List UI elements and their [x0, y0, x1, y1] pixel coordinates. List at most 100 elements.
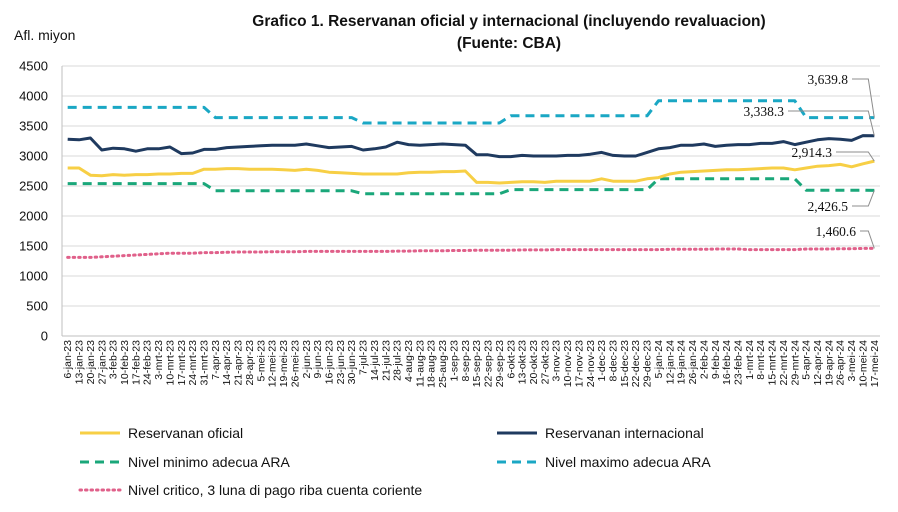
x-tick-label: 20-okt-23 — [528, 340, 540, 385]
series-lines — [66, 99, 876, 259]
x-tick-label: 22-sep-23 — [483, 340, 495, 387]
end-value-label: 3,338.3 — [744, 104, 785, 119]
x-tick-label: 23-feb-24 — [732, 340, 744, 385]
x-tick-label: 1-dec-23 — [596, 340, 608, 382]
x-tick-label: 22-dec-23 — [630, 340, 642, 387]
chart-title-line2: (Fuente: CBA) — [457, 35, 561, 52]
y-tick-label: 2500 — [19, 179, 48, 194]
x-tick-label: 1-sep-23 — [448, 340, 460, 382]
x-tick-label: 27-okt-23 — [539, 340, 551, 385]
x-tick-label: 8-sep-23 — [460, 340, 472, 382]
series-line-reservanan-oficial — [67, 159, 875, 185]
x-tick-label: 26-jan-24 — [687, 340, 699, 385]
end-label-leader — [852, 190, 875, 207]
y-tick-label: 2000 — [19, 209, 48, 224]
end-value-label: 3,639.8 — [808, 72, 849, 87]
legend-entry-label: Reservanan oficial — [128, 425, 243, 441]
x-tick-label: 5-jan-24 — [653, 340, 665, 379]
end-label-leader — [836, 151, 875, 162]
y-tick-label: 3500 — [19, 119, 48, 134]
x-tick-label: 12-mei-23 — [267, 340, 279, 387]
x-tick-label: 3-feb-23 — [108, 340, 120, 379]
end-label-leader — [788, 110, 875, 136]
x-tick-label: 24-feb-23 — [142, 340, 154, 385]
x-tick-label: 6-okt-23 — [505, 340, 517, 379]
x-tick-label: 14-apr-23 — [221, 340, 233, 386]
x-tick-label: 3-mei-24 — [846, 340, 858, 382]
x-tick-label: 18-aug-23 — [426, 340, 438, 388]
x-tick-label: 17-mrt-23 — [176, 340, 188, 386]
y-tick-label: 1000 — [19, 269, 48, 284]
x-tick-label: 17-nov-23 — [573, 340, 585, 387]
x-tick-label: 12-apr-24 — [812, 340, 824, 386]
x-tick-label: 4-aug-23 — [403, 340, 415, 382]
x-tick-label: 16-feb-24 — [721, 340, 733, 385]
x-tick-label: 25-aug-23 — [437, 340, 449, 388]
x-tick-label: 8-mrt-24 — [755, 340, 767, 380]
series-line-reservanan-internacional — [67, 134, 875, 159]
x-tick-label: 22-mrt-24 — [778, 340, 790, 386]
x-tick-label: 7-jul-23 — [358, 340, 370, 375]
x-tick-label: 17-feb-23 — [130, 340, 142, 385]
x-tick-label: 13-jan-23 — [74, 340, 86, 385]
x-tick-label: 19-mei-23 — [278, 340, 290, 387]
x-tick-label: 9-feb-24 — [710, 340, 722, 379]
x-tick-label: 24-mrt-23 — [187, 340, 199, 386]
x-tick-label: 8-dec-23 — [608, 340, 620, 382]
series-line-nivel-critico-3-luna-di-pago-riba-cuenta-coriente — [66, 246, 876, 259]
x-tick-label: 30-jun-23 — [346, 340, 358, 385]
x-tick-label: 21-apr-23 — [233, 340, 245, 386]
x-tick-label: 26-apr-24 — [835, 340, 847, 386]
x-tick-label: 2-jun-23 — [301, 340, 313, 379]
x-tick-label: 21-jul-23 — [380, 340, 392, 381]
end-value-label: 2,426.5 — [808, 199, 849, 214]
x-tick-label: 10-mrt-23 — [164, 340, 176, 386]
y-tick-label: 0 — [41, 329, 48, 344]
x-tick-label: 10-nov-23 — [562, 340, 574, 387]
x-tick-label: 7-apr-23 — [210, 340, 222, 380]
x-tick-label: 29-mrt-24 — [789, 340, 801, 386]
x-tick-label: 29-sep-23 — [494, 340, 506, 387]
series-line-nivel-maximo-adecua-ara — [67, 99, 875, 125]
x-axis-ticks: 6-jan-23 13-jan-23 20-jan-23 27-jan-23 3-feb… — [62, 340, 881, 388]
end-value-label: 1,460.6 — [816, 224, 857, 239]
y-tick-label: 1500 — [19, 239, 48, 254]
x-tick-label: 24-nov-23 — [585, 340, 597, 387]
x-tick-label: 19-jan-24 — [676, 340, 688, 385]
y-tick-label: 3000 — [19, 149, 48, 164]
series-line-nivel-minimo-adecua-ara — [67, 177, 875, 196]
x-tick-label: 9-jun-23 — [312, 340, 324, 379]
end-label-leader — [852, 78, 875, 118]
x-tick-label: 15-mrt-24 — [767, 340, 779, 386]
x-tick-label: 11-aug-23 — [414, 340, 426, 387]
legend-entry-label: Reservanan internacional — [545, 425, 704, 441]
x-tick-label: 28-apr-23 — [244, 340, 256, 386]
x-tick-label: 19-apr-24 — [823, 340, 835, 386]
x-tick-label: 5-mei-23 — [255, 340, 267, 382]
x-tick-label: 3-mrt-23 — [153, 340, 165, 380]
x-tick-label: 10-feb-23 — [119, 340, 131, 385]
y-axis-ticks: 0 500 1000 1500 2000 2500 3000 3500 4000 4500 — [19, 59, 48, 344]
y-tick-label: 4000 — [19, 89, 48, 104]
x-tick-label: 12-jan-24 — [664, 340, 676, 385]
end-value-labels: 3,639.8 3,338.3 2,914.3 2,426.5 1,460.6 — [744, 72, 875, 249]
y-axis-unit-label: Afl. miyon — [14, 27, 75, 43]
x-tick-label: 29-dec-23 — [642, 340, 654, 387]
x-tick-label: 10-mei-24 — [857, 340, 869, 387]
x-tick-label: 14-jul-23 — [369, 340, 381, 381]
end-value-label: 2,914.3 — [792, 145, 833, 160]
y-tick-label: 500 — [26, 299, 48, 314]
x-tick-label: 1-mrt-24 — [744, 340, 756, 380]
legend: Reservanan oficial Reservanan internacion… — [78, 425, 711, 498]
legend-entry-label: Nivel critico, 3 luna di pago riba cuent… — [128, 482, 422, 498]
legend-entry-label: Nivel maximo adecua ARA — [545, 454, 711, 470]
x-tick-label: 16-jun-23 — [323, 340, 335, 385]
x-tick-label: 13-okt-23 — [517, 340, 529, 385]
x-tick-label: 27-jan-23 — [96, 340, 108, 385]
gridlines — [61, 65, 880, 337]
x-tick-label: 17-mei-24 — [869, 340, 881, 387]
x-tick-label: 3-nov-23 — [551, 340, 563, 382]
legend-entry-label: Nivel minimo adecua ARA — [128, 454, 291, 470]
x-tick-label: 15-dec-23 — [619, 340, 631, 387]
